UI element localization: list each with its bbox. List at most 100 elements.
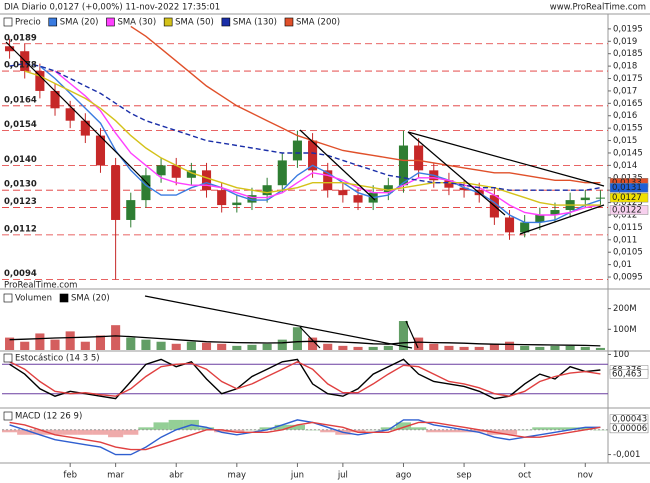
volume-bar: [368, 346, 378, 350]
x-tick-label: feb: [63, 471, 77, 481]
candle-body: [95, 135, 106, 166]
volume-bar: [50, 339, 60, 350]
volume-bar: [186, 341, 196, 350]
histogram-bar: [32, 429, 48, 435]
histogram-bar: [441, 429, 457, 433]
histogram-bar: [320, 429, 336, 433]
trendline: [299, 129, 376, 201]
volume-bar: [156, 341, 166, 350]
histogram-bar: [1, 429, 18, 433]
volume-bar: [383, 345, 393, 350]
volume-bar: [35, 333, 45, 350]
volume-bar: [5, 337, 15, 350]
level-label: 0,0140: [4, 155, 37, 165]
price-panel: [2, 25, 608, 280]
legend-swatch: [3, 411, 13, 421]
legend-label: Volumen: [15, 294, 52, 304]
volume-bar: [474, 346, 484, 350]
candle-body: [171, 165, 181, 178]
volume-bar: [565, 345, 575, 350]
x-tick-label: may: [228, 471, 247, 481]
candle-body: [186, 170, 196, 178]
value-box-label: 0,00043: [612, 415, 647, 425]
candle-body: [308, 140, 318, 171]
trendline: [299, 326, 321, 349]
histogram-bar: [259, 427, 275, 430]
candle-body: [383, 185, 393, 193]
y-tick-label: 0,019: [613, 37, 637, 47]
candle-body: [444, 180, 454, 188]
value-box: [609, 205, 649, 215]
trendline: [144, 295, 413, 349]
histogram-bar: [214, 429, 230, 433]
y-tick-label: 0,014: [613, 161, 637, 171]
volume-bar: [80, 341, 90, 350]
y-tick-label: 0,0105: [613, 248, 643, 258]
volume-bar: [429, 343, 439, 350]
volume-bar: [459, 346, 469, 350]
legend-label: MACD (12 26 9): [15, 412, 82, 422]
volume-bar: [398, 321, 409, 350]
header-title: DIA Diario 0,0127 (+0,00%) 11-nov-2022 1…: [4, 3, 220, 13]
histogram-bar: [426, 429, 442, 433]
histogram-bar: [77, 429, 93, 435]
candle-body: [262, 185, 272, 196]
level-label: 0,0094: [4, 269, 37, 279]
x-tick-label: mar: [107, 471, 124, 481]
y-tick-label: 200M: [613, 304, 637, 314]
legend-label: SMA (50): [175, 18, 214, 28]
indicator-line: [9, 62, 601, 191]
volume-bar: [444, 345, 454, 350]
volume-bar: [520, 345, 530, 350]
histogram-bar: [380, 427, 396, 430]
value-box: [609, 182, 649, 193]
volume-bar: [95, 335, 106, 350]
legend-label: SMA (130): [233, 18, 277, 28]
value-box-label: 0,00006: [612, 424, 647, 434]
candle-body: [398, 145, 409, 186]
candle-body: [504, 217, 515, 233]
volume-bar: [217, 343, 227, 350]
volume-bar: [338, 345, 348, 350]
histogram-bar: [501, 429, 518, 435]
histogram-bar: [592, 429, 608, 431]
y-tick-label: 0,018: [613, 62, 637, 72]
volume-bar: [595, 347, 605, 350]
candle-body: [292, 140, 302, 161]
volume-bar: [323, 343, 333, 350]
indicator-line: [9, 335, 601, 347]
level-label: 0,0178: [4, 61, 37, 71]
legend-label: SMA (200): [296, 18, 340, 28]
candle-body: [50, 90, 60, 109]
volume-bar: [171, 343, 181, 350]
legend-swatch: [284, 17, 294, 27]
candle-body: [338, 190, 348, 196]
legend-label: Estocástico (14 3 5): [15, 354, 100, 364]
volume-bar: [141, 339, 151, 350]
candle-body: [414, 145, 424, 171]
histogram-bar: [365, 429, 381, 431]
indicator-line: [9, 419, 601, 456]
candle-body: [353, 195, 363, 203]
candle-body: [520, 222, 530, 233]
y-tick-label: 0,0195: [613, 24, 643, 34]
histogram-bar: [123, 429, 139, 435]
y-tick-label: -0,001: [613, 450, 640, 460]
volume-bar: [201, 342, 212, 350]
level-label: 0,0164: [4, 95, 37, 105]
value-box-label: 0,0127: [612, 193, 642, 203]
legend-swatch: [106, 17, 115, 27]
level-label: 0,0123: [4, 197, 37, 207]
candle-body: [126, 200, 136, 220]
candle-body: [5, 46, 15, 52]
volume-bar: [308, 337, 318, 350]
y-tick-label: 0,015: [613, 136, 637, 146]
value-box: [609, 423, 649, 434]
watermark: ProRealTime.com: [4, 281, 77, 291]
histogram-bar: [92, 429, 109, 435]
candle-body: [550, 210, 560, 215]
trendline: [5, 41, 151, 187]
trendline: [519, 204, 605, 235]
y-tick-label: 0,0155: [613, 124, 643, 134]
